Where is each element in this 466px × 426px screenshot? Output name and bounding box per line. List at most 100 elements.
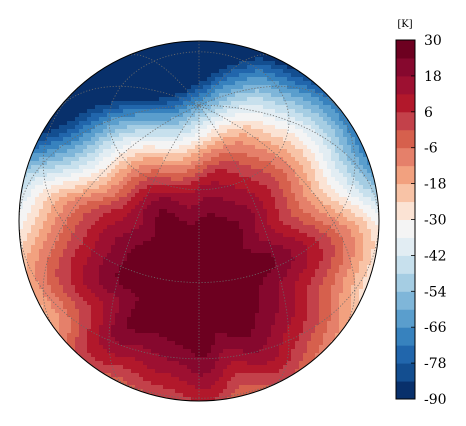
temperature-band-segment — [367, 309, 376, 314]
temperature-band-segment — [35, 353, 44, 358]
temperature-band-segment — [355, 249, 364, 254]
temperature-band-segment — [347, 225, 360, 230]
temperature-band-segment — [19, 209, 32, 214]
temperature-band-segment — [223, 85, 244, 90]
temperature-band-segment — [275, 197, 288, 202]
temperature-band-segment — [91, 129, 104, 134]
temperature-band-segment — [247, 393, 304, 398]
temperature-band-segment — [271, 65, 288, 70]
temperature-band-segment — [19, 377, 28, 382]
temperature-band-segment — [91, 173, 108, 178]
temperature-band-segment — [247, 133, 272, 138]
temperature-band-segment — [115, 353, 160, 358]
temperature-band-segment — [187, 89, 196, 94]
temperature-band-segment — [275, 109, 296, 114]
temperature-band-segment — [291, 225, 316, 230]
longitude-line — [198, 54, 270, 106]
temperature-band-segment — [331, 297, 340, 302]
temperature-band-segment — [107, 189, 120, 194]
temperature-band-segment — [83, 133, 96, 138]
colorbar-cell — [396, 255, 415, 274]
temperature-band-segment — [343, 341, 352, 346]
temperature-band-segment — [247, 361, 268, 366]
temperature-band-segment — [183, 393, 220, 398]
temperature-band-segment — [47, 269, 56, 274]
temperature-band-segment — [355, 373, 364, 378]
temperature-band-segment — [339, 233, 352, 238]
temperature-band-segment — [271, 269, 288, 274]
temperature-band-segment — [159, 353, 196, 358]
temperature-band-segment — [187, 105, 200, 110]
temperature-band-segment — [31, 225, 44, 230]
temperature-band-segment — [39, 213, 48, 218]
temperature-band-segment — [83, 125, 96, 130]
longitude-line — [198, 105, 290, 386]
temperature-band-segment — [307, 177, 316, 182]
temperature-band-segment — [319, 229, 336, 234]
temperature-band-segment — [355, 117, 364, 122]
temperature-band-segment — [211, 117, 224, 122]
temperature-band-segment — [91, 225, 108, 230]
temperature-band-segment — [327, 353, 340, 358]
temperature-band-segment — [35, 237, 48, 242]
temperature-band-segment — [19, 129, 52, 134]
temperature-band-segment — [331, 169, 340, 174]
temperature-band-segment — [107, 113, 136, 118]
temperature-band-segment — [71, 389, 100, 394]
temperature-band-segment — [215, 77, 228, 82]
temperature-band-segment — [287, 197, 296, 202]
temperature-band-segment — [27, 353, 36, 358]
temperature-band-segment — [23, 289, 32, 294]
longitude-line — [19, 104, 200, 222]
temperature-band-segment — [327, 233, 340, 238]
temperature-band-segment — [327, 273, 336, 278]
temperature-band-segment — [211, 369, 224, 374]
temperature-band-segment — [311, 189, 324, 194]
temperature-band-segment — [367, 301, 376, 306]
temperature-band-segment — [251, 329, 272, 334]
temperature-band-segment — [347, 217, 364, 222]
temperature-band-segment — [139, 373, 172, 378]
temperature-band-segment — [139, 201, 152, 206]
temperature-band-segment — [367, 213, 379, 218]
temperature-band-segment — [211, 93, 220, 98]
temperature-band-segment — [31, 397, 40, 401]
temperature-band-segment — [47, 297, 60, 302]
temperature-band-segment — [367, 149, 376, 154]
temperature-band-segment — [339, 293, 352, 298]
temperature-band-segment — [39, 209, 52, 214]
temperature-band-segment — [363, 217, 372, 222]
temperature-band-segment — [51, 253, 64, 258]
temperature-band-segment — [367, 125, 379, 130]
temperature-band-segment — [363, 201, 376, 206]
temperature-band-segment — [55, 165, 80, 170]
temperature-band-segment — [243, 229, 256, 234]
temperature-band-segment — [315, 393, 328, 398]
temperature-band-segment — [59, 345, 68, 350]
temperature-band-segment — [115, 173, 128, 178]
temperature-band-segment — [23, 321, 32, 326]
temperature-band-segment — [71, 257, 88, 262]
temperature-band-segment — [227, 217, 256, 222]
temperature-band-segment — [219, 181, 260, 186]
temperature-band-segment — [287, 177, 300, 182]
temperature-band-segment — [103, 261, 124, 266]
temperature-band-segment — [335, 165, 348, 170]
temperature-band-segment — [287, 361, 300, 366]
temperature-band-segment — [287, 329, 304, 334]
temperature-band-segment — [87, 349, 108, 354]
temperature-band-segment — [123, 109, 180, 114]
temperature-band-segment — [335, 121, 344, 126]
temperature-band-segment — [307, 233, 328, 238]
temperature-band-segment — [315, 205, 332, 210]
temperature-band-segment — [267, 337, 284, 342]
temperature-band-segment — [283, 189, 292, 194]
temperature-band-segment — [299, 161, 312, 166]
temperature-band-segment — [103, 213, 128, 218]
temperature-band-segment — [39, 385, 52, 390]
temperature-band-segment — [375, 177, 379, 182]
temperature-band-segment — [359, 369, 368, 374]
temperature-band-segment — [355, 273, 368, 278]
temperature-band-segment — [351, 341, 364, 346]
temperature-band-segment — [107, 181, 120, 186]
